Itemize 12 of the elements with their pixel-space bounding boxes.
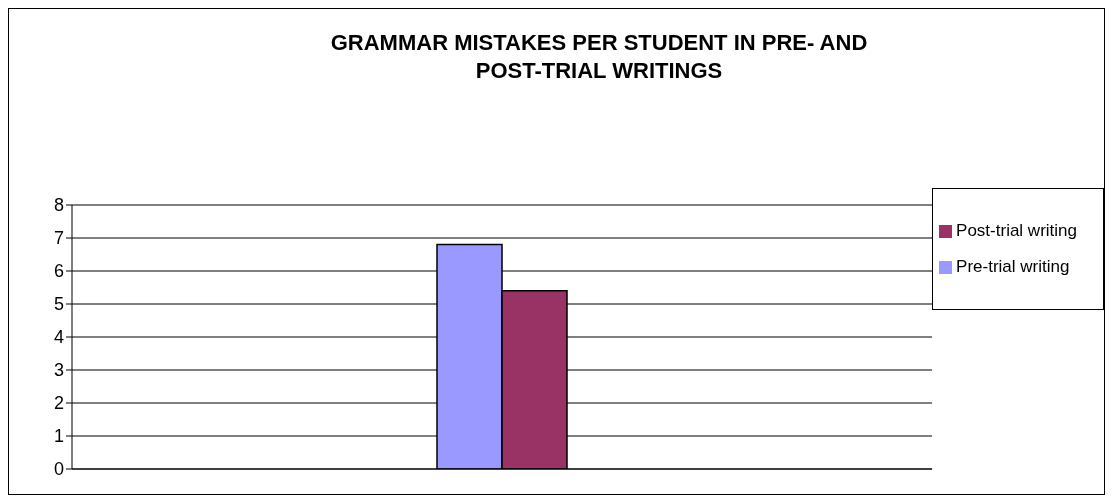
y-tick-label: 1 — [53, 426, 64, 447]
y-tick-label: 4 — [53, 327, 64, 348]
y-tick-label: 8 — [53, 195, 64, 216]
chart-title: GRAMMAR MISTAKES PER STUDENT IN PRE- AND POST-TRIAL WRITINGS — [329, 29, 869, 85]
legend-label: Pre-trial writing — [956, 257, 1070, 276]
y-tick-label: 7 — [53, 228, 64, 249]
y-tick-label: 5 — [53, 294, 64, 315]
y-tick-label: 2 — [53, 393, 64, 414]
legend-label: Post-trial writing — [956, 221, 1077, 240]
y-tick-label: 0 — [53, 459, 64, 480]
y-tick-label: 6 — [53, 261, 64, 282]
y-tick-label: 3 — [53, 360, 64, 381]
